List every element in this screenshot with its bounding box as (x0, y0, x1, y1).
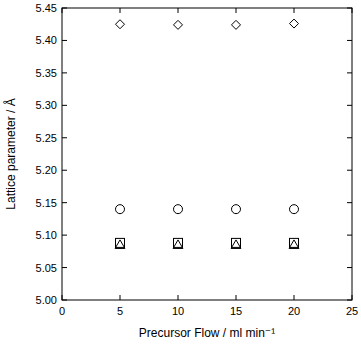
x-tick (178, 295, 179, 300)
x-tick-label: 10 (172, 305, 184, 317)
point-circle (290, 205, 299, 214)
y-tick (62, 235, 67, 236)
y-tick-label: 5.10 (36, 229, 57, 241)
y-tick-right (347, 300, 352, 301)
point-diamond (290, 19, 299, 28)
y-tick-right (347, 105, 352, 106)
x-tick-top (352, 8, 353, 13)
point-diamond (174, 20, 183, 29)
point-diamond (232, 20, 241, 29)
x-tick (62, 295, 63, 300)
y-tick-right (347, 170, 352, 171)
x-tick (236, 295, 237, 300)
y-tick-right (347, 137, 352, 138)
x-tick-top (62, 8, 63, 13)
point-circle (232, 205, 241, 214)
y-tick (62, 170, 67, 171)
y-tick-right (347, 72, 352, 73)
y-tick-label: 5.20 (36, 164, 57, 176)
y-tick-label: 5.30 (36, 99, 57, 111)
x-tick-label: 25 (346, 305, 358, 317)
y-tick-right (347, 40, 352, 41)
point-diamond (116, 20, 125, 29)
y-tick (62, 137, 67, 138)
y-tick-right (347, 267, 352, 268)
y-tick (62, 105, 67, 106)
y-tick (62, 8, 67, 9)
x-axis-label: Precursor Flow / ml min⁻¹ (139, 326, 275, 340)
point-triangle (173, 240, 183, 249)
x-tick (352, 295, 353, 300)
y-tick-right (347, 202, 352, 203)
point-triangle (231, 240, 241, 249)
chart: 0 5 10 15 20 25 5.00 5.05 5.10 5.15 5.20 5.25 5.30 5.… (0, 0, 361, 347)
y-tick (62, 267, 67, 268)
point-circle (116, 205, 125, 214)
y-tick-label: 5.35 (36, 67, 57, 79)
points (115, 19, 299, 248)
x-tick-label: 5 (117, 305, 123, 317)
point-triangle (115, 240, 125, 249)
y-tick-right (347, 235, 352, 236)
y-tick (62, 202, 67, 203)
plot-frame (62, 8, 352, 300)
point-triangle (289, 240, 299, 249)
x-tick-label: 15 (230, 305, 242, 317)
y-tick-label: 5.15 (36, 197, 57, 209)
point-circle (174, 205, 183, 214)
x-tick-top (236, 8, 237, 13)
y-tick-label: 5.45 (36, 2, 57, 14)
y-tick (62, 40, 67, 41)
y-tick (62, 72, 67, 73)
x-tick-label: 0 (59, 305, 65, 317)
y-tick-label: 5.00 (36, 294, 57, 306)
x-tick-top (294, 8, 295, 13)
y-tick-label: 5.05 (36, 262, 57, 274)
y-tick-label: 5.25 (36, 132, 57, 144)
y-tick-label: 5.40 (36, 34, 57, 46)
x-tick (120, 295, 121, 300)
y-axis-label: Lattice parameter / Å (3, 98, 18, 209)
x-tick-label: 20 (288, 305, 300, 317)
x-tick-top (120, 8, 121, 13)
x-tick-top (178, 8, 179, 13)
y-tick-right (347, 8, 352, 9)
x-tick (294, 295, 295, 300)
y-tick (62, 300, 67, 301)
